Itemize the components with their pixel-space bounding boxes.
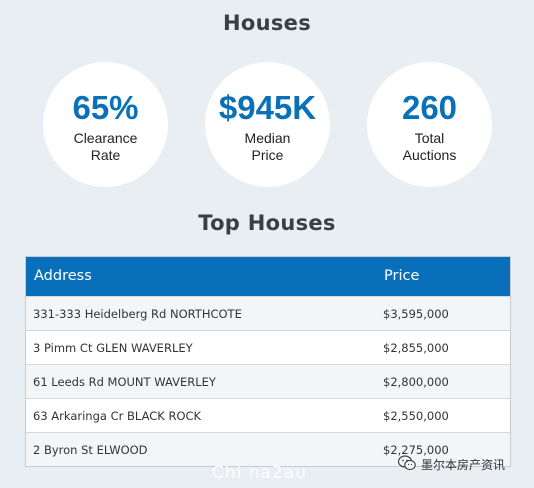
address-cell: 331-333 Heidelberg Rd NORTHCOTE [33, 307, 242, 321]
median-price-stat: $945K Median Price [205, 62, 330, 187]
wechat-account-badge: 墨尔本房产资讯 [397, 454, 506, 474]
stat-value: 260 [401, 89, 458, 126]
table-row: 331-333 Heidelberg Rd NORTHCOTE $3,595,0… [26, 296, 510, 330]
table-row: 63 Arkaringa Cr BLACK ROCK $2,550,000 [26, 398, 510, 432]
table-row: 61 Leeds Rd MOUNT WAVERLEY $2,800,000 [26, 364, 510, 398]
price-cell: $3,595,000 [383, 307, 449, 321]
address-cell: 3 Pimm Ct GLEN WAVERLEY [33, 341, 193, 355]
price-cell: $2,855,000 [383, 341, 449, 355]
table-row: 3 Pimm Ct GLEN WAVERLEY $2,855,000 [26, 330, 510, 364]
stat-value: $945K [218, 89, 317, 126]
column-header-price: Price [384, 268, 420, 284]
column-header-address: Address [34, 268, 92, 284]
table-header: Address Price [26, 257, 510, 296]
address-cell: 63 Arkaringa Cr BLACK ROCK [33, 409, 202, 423]
stat-label: Clearance Rate [73, 130, 138, 163]
wechat-account-name: 墨尔本房产资讯 [421, 457, 506, 472]
address-cell: 2 Byron St ELWOOD [33, 443, 148, 457]
clearance-rate-stat: 65% Clearance Rate [43, 62, 168, 187]
watermark-text: Chi na2au [212, 463, 307, 483]
stat-label: Median Price [244, 130, 291, 163]
page-title: Houses [223, 11, 311, 35]
price-cell: $2,800,000 [383, 375, 449, 389]
address-cell: 61 Leeds Rd MOUNT WAVERLEY [33, 375, 216, 389]
table-row: 2 Byron St ELWOOD $2,275,000 [26, 432, 510, 466]
section-title-top-houses: Top Houses [198, 211, 336, 235]
price-cell: $2,275,000 [383, 443, 449, 457]
stat-value: 65% [72, 89, 139, 126]
stat-label: Total Auctions [402, 130, 457, 163]
wechat-icon [397, 454, 416, 474]
price-cell: $2,550,000 [383, 409, 449, 423]
top-houses-table: Address Price 331-333 Heidelberg Rd NORT… [25, 256, 511, 467]
total-auctions-stat: 260 Total Auctions [367, 62, 492, 187]
